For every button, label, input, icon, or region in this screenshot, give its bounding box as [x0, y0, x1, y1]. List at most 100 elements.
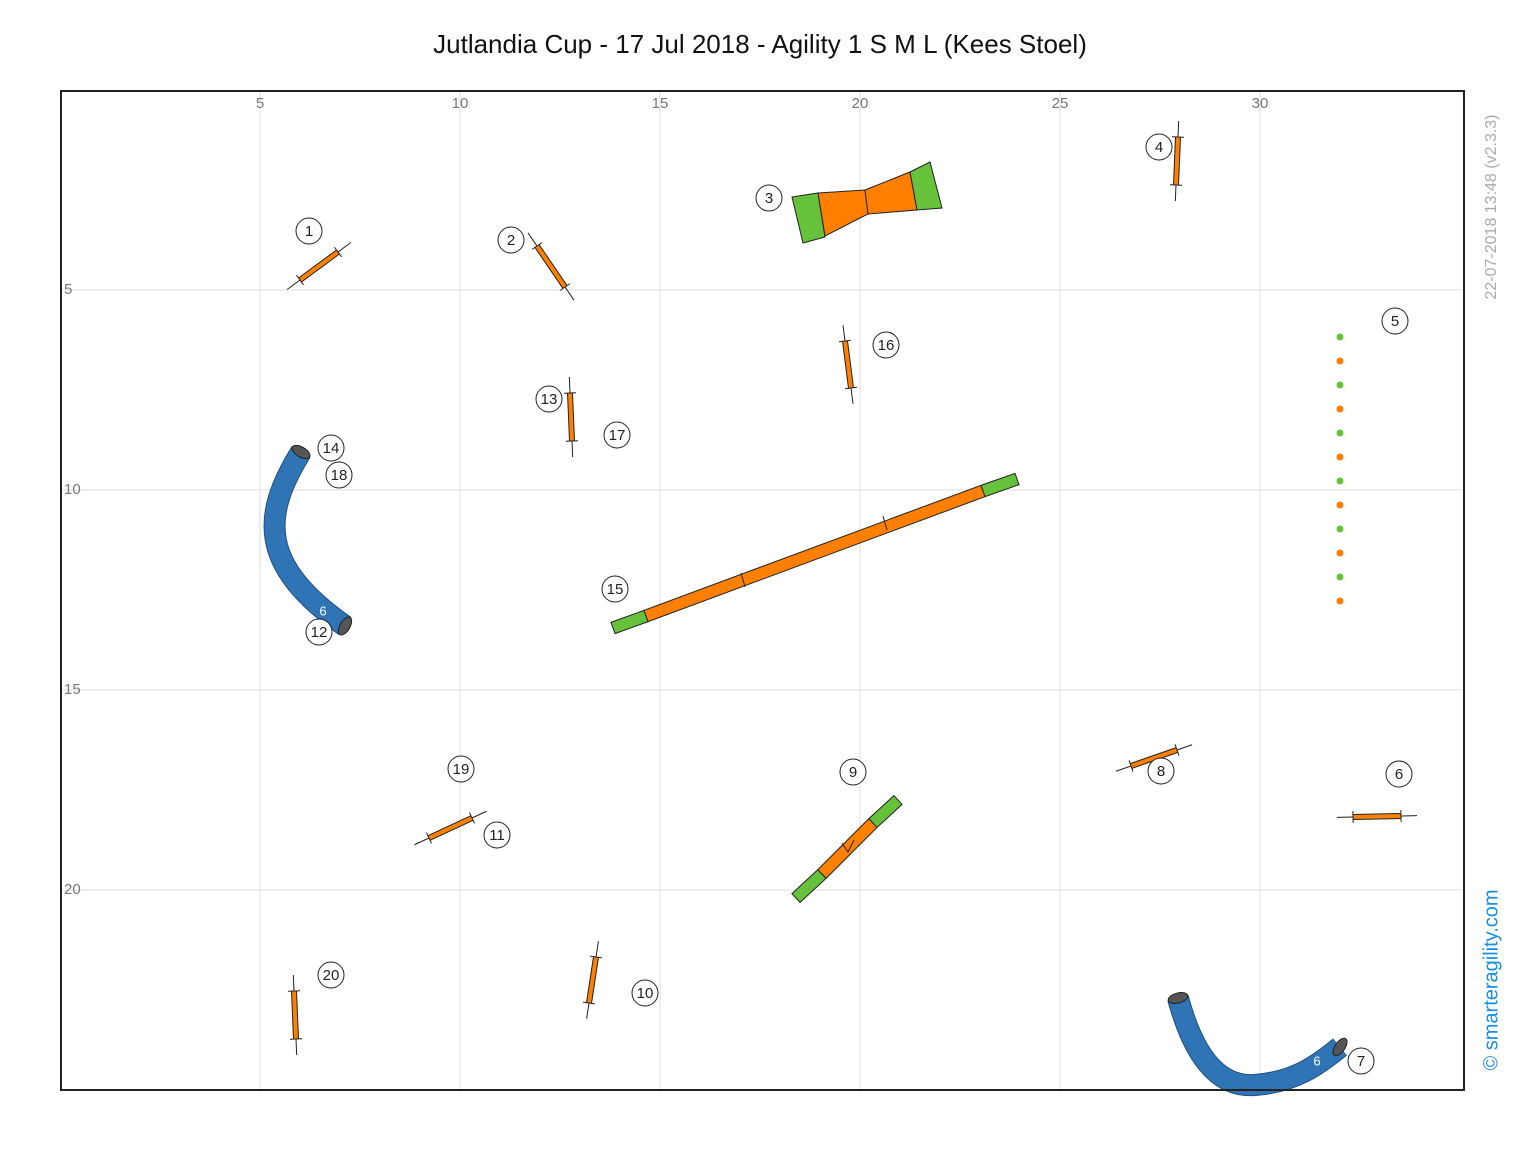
tunnel-end [337, 616, 353, 636]
number-circle [1385, 760, 1413, 788]
number-circle [631, 979, 659, 1007]
jump-bar [535, 244, 567, 289]
jump-post [559, 283, 571, 291]
x-tick-label: 15 [652, 95, 669, 112]
weave-pole [1336, 453, 1344, 461]
obstacle-number: 15 [607, 581, 624, 598]
plank [868, 794, 903, 829]
number-circle [483, 821, 511, 849]
number-circle [325, 461, 353, 489]
obstacle-number: 3 [765, 190, 773, 207]
jump-post [1128, 760, 1134, 772]
obstacle-number: 5 [1391, 313, 1399, 330]
jump-post [531, 242, 543, 250]
jump-post [469, 812, 475, 824]
jump-bar [1352, 814, 1402, 819]
obstacles: 66 [263, 120, 1418, 1097]
tunnel-label: 6 [1313, 1053, 1320, 1068]
weave-pole [1336, 405, 1344, 413]
obstacle-number: 18 [331, 467, 348, 484]
x-tick-label: 30 [1252, 95, 1269, 112]
y-tick-label: 20 [64, 881, 81, 898]
weave-pole [1336, 429, 1344, 437]
timestamp: 22-07-2018 13:48 (v2.3.3) [1483, 114, 1500, 299]
jump-bar [568, 392, 574, 442]
jump-bar [1174, 136, 1180, 186]
number-circle [317, 434, 345, 462]
number-circle [1145, 133, 1173, 161]
x-tick-label: 25 [1052, 95, 1069, 112]
field-border [60, 90, 1465, 1091]
obstacle-number: 10 [637, 985, 654, 1002]
x-tick-label: 20 [852, 95, 869, 112]
y-tick-label: 10 [64, 481, 81, 498]
obstacle-number: 19 [453, 761, 470, 778]
number-circle [755, 184, 783, 212]
weave-pole [1336, 525, 1344, 533]
obstacle-number: 9 [849, 764, 857, 781]
jump-bar [1130, 748, 1178, 768]
tunnel-label: 6 [319, 603, 326, 618]
obstacle-number: 4 [1155, 139, 1163, 156]
tunnel [264, 446, 351, 635]
weave-pole [1336, 477, 1344, 485]
title: Jutlandia Cup - 17 Jul 2018 - Agility 1 … [433, 29, 1087, 59]
number-circle [872, 331, 900, 359]
x-tick-label: 5 [256, 95, 264, 112]
jump-post [589, 955, 603, 959]
obstacle-number: 8 [1157, 763, 1165, 780]
plank-joint [882, 515, 888, 531]
obstacle-number: 12 [311, 624, 328, 641]
jump-bar [292, 990, 298, 1040]
number-circle [317, 961, 345, 989]
jump-bar [843, 340, 853, 389]
obstacle-number: 20 [323, 967, 340, 984]
broad-jump-part [791, 192, 826, 244]
plank-joint [740, 572, 746, 588]
jump-bar [587, 956, 598, 1004]
y-tick-label: 15 [64, 681, 81, 698]
weave-pole [1336, 597, 1344, 605]
number-circle [535, 385, 563, 413]
weave-pole [1336, 357, 1344, 365]
obstacle-number: 16 [878, 337, 895, 354]
tunnel-end [1167, 992, 1189, 1004]
number-circle [305, 618, 333, 646]
jump-post [1174, 744, 1180, 756]
obstacle-number: 11 [489, 827, 505, 844]
tunnel-end [1332, 1037, 1348, 1057]
number-circle [447, 755, 475, 783]
obstacle-number: 6 [1395, 766, 1403, 783]
plank [980, 472, 1020, 498]
x-tick-label: 10 [452, 95, 469, 112]
number-circle [603, 421, 631, 449]
jump-post [838, 339, 852, 343]
jump-post [334, 246, 342, 258]
obstacle-number: 13 [541, 391, 558, 408]
credit[interactable]: © smarteragility.com [1480, 889, 1502, 1070]
obstacle-number: 2 [507, 232, 515, 249]
obstacle-number: 17 [609, 427, 626, 444]
weave-pole [1336, 573, 1344, 581]
jump-post [426, 832, 432, 844]
field [61, 91, 1464, 1090]
seesaw-pivot [841, 839, 855, 853]
number-circle [497, 226, 525, 254]
tunnel [1168, 995, 1347, 1096]
weave-pole [1336, 333, 1344, 341]
jump-bar [428, 816, 473, 840]
number-circle [1347, 1047, 1375, 1075]
tunnel-end [291, 444, 311, 460]
jump-post [296, 274, 304, 286]
weave-pole [1336, 501, 1344, 509]
broad-jump-part [909, 161, 943, 211]
jump-bar [298, 250, 340, 282]
y-tick-label: 5 [64, 281, 72, 298]
obstacle-number: 1 [305, 223, 313, 240]
number-circle [295, 217, 323, 245]
weave-pole [1336, 381, 1344, 389]
number-circle [601, 575, 629, 603]
